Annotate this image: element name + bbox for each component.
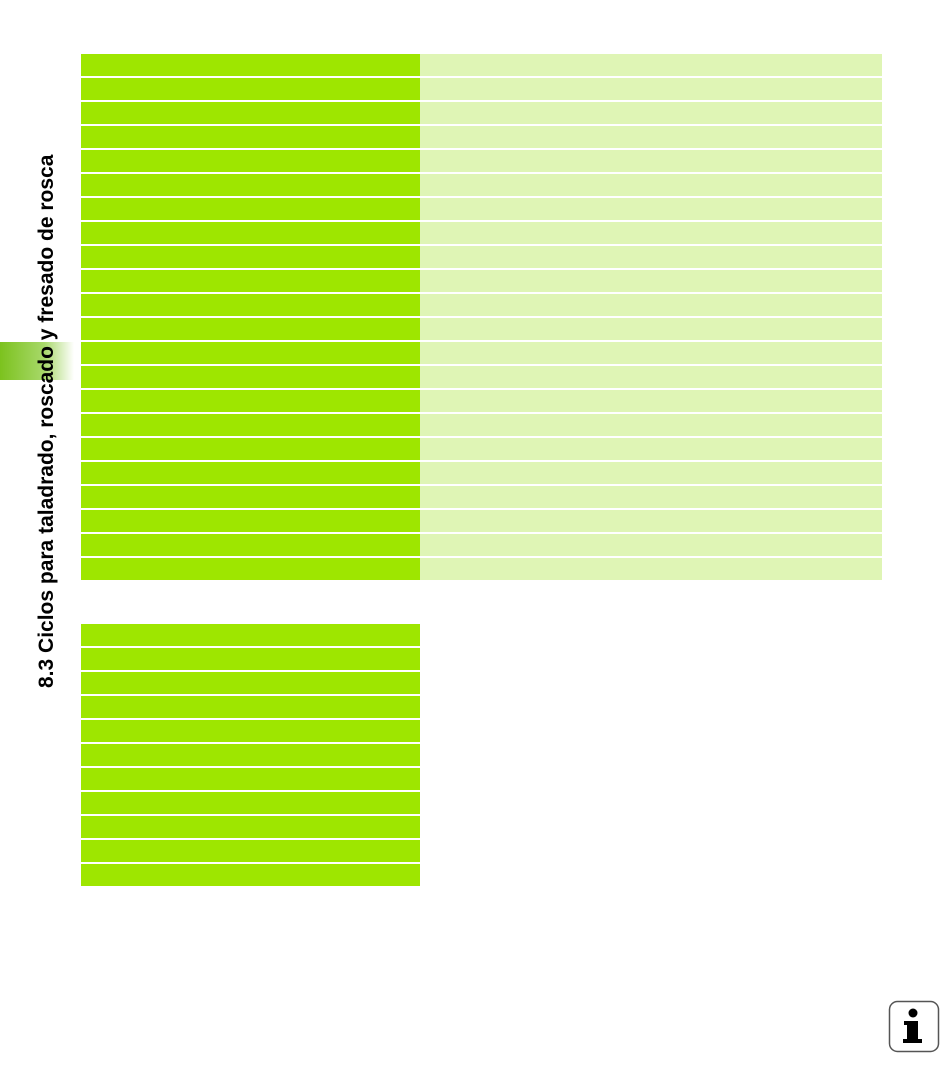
table-cell-value: [420, 54, 882, 76]
section-title: 8.3 Ciclos para taladrado, roscado y fre…: [35, 154, 58, 688]
table-cell-key: [81, 78, 420, 100]
table-cell-key: [81, 126, 420, 148]
table-cell-value: [420, 198, 882, 220]
table-cell-value: [420, 486, 882, 508]
table-cell-key: [81, 462, 420, 484]
table-cell-value: [420, 126, 882, 148]
table-cell-value: [420, 342, 882, 364]
table-cell-value: [420, 78, 882, 100]
table-cell-key: [81, 318, 420, 340]
table-cell-key: [81, 366, 420, 388]
table-cell-key: [81, 864, 420, 886]
table-cell-key: [81, 672, 420, 694]
table-cell-key: [81, 534, 420, 556]
table-2: [81, 624, 420, 886]
table-cell-key: [81, 744, 420, 766]
table-cell-key: [81, 558, 420, 580]
table-cell-value: [420, 558, 882, 580]
section-tab: [0, 342, 74, 380]
info-icon[interactable]: [888, 1000, 940, 1053]
table-cell-value: [420, 294, 882, 316]
table-cell-value: [420, 150, 882, 172]
table-cell-key: [81, 174, 420, 196]
table-cell-key: [81, 150, 420, 172]
table-cell-key: [81, 438, 420, 460]
table-cell-value: [420, 462, 882, 484]
table-cell-key: [81, 342, 420, 364]
table-cell-key: [81, 414, 420, 436]
table-cell-key: [81, 510, 420, 532]
table-cell-key: [81, 246, 420, 268]
table-cell-key: [81, 270, 420, 292]
table-cell-key: [81, 102, 420, 124]
table-cell-value: [420, 534, 882, 556]
table-cell-key: [81, 54, 420, 76]
table-cell-value: [420, 270, 882, 292]
table-cell-key: [81, 840, 420, 862]
table-cell-value: [420, 414, 882, 436]
table-cell-value: [420, 174, 882, 196]
table-cell-value: [420, 102, 882, 124]
table-cell-value: [420, 222, 882, 244]
table-cell-value: [420, 366, 882, 388]
table-cell-value: [420, 318, 882, 340]
table-cell-key: [81, 648, 420, 670]
table-cell-key: [81, 222, 420, 244]
table-cell-key: [81, 720, 420, 742]
table-cell-key: [81, 768, 420, 790]
table-cell-key: [81, 486, 420, 508]
table-cell-key: [81, 390, 420, 412]
table-cell-key: [81, 792, 420, 814]
table-1: [81, 54, 882, 580]
table-cell-key: [81, 294, 420, 316]
table-cell-value: [420, 438, 882, 460]
table-cell-value: [420, 510, 882, 532]
table-cell-key: [81, 624, 420, 646]
table-cell-key: [81, 696, 420, 718]
table-cell-key: [81, 816, 420, 838]
table-cell-value: [420, 390, 882, 412]
table-cell-value: [420, 246, 882, 268]
table-cell-key: [81, 198, 420, 220]
